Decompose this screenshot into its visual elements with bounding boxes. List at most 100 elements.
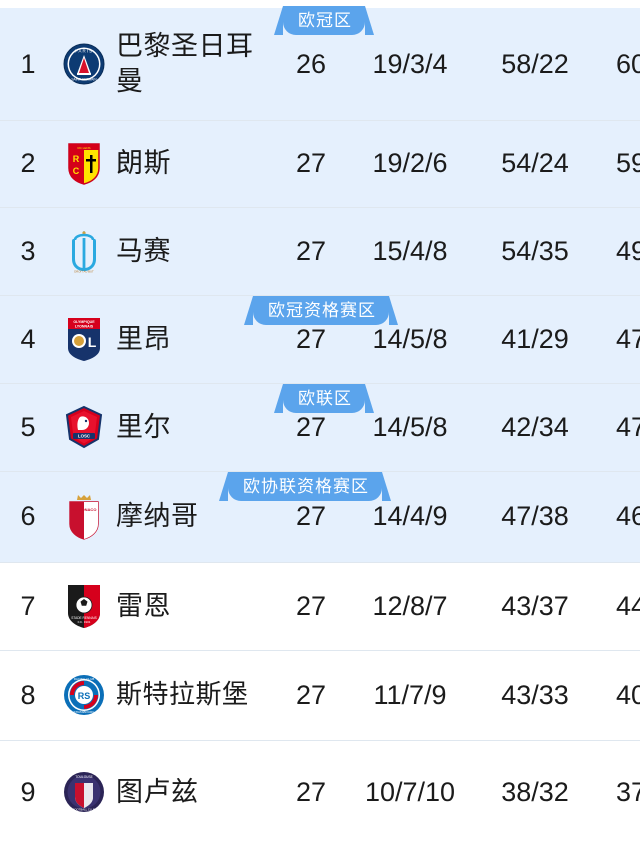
svg-text:STRASBOURG: STRASBOURG bbox=[73, 710, 95, 714]
svg-text:C: C bbox=[73, 166, 80, 176]
row-rank: 5 bbox=[20, 411, 36, 442]
row-goals: 54/35 bbox=[501, 235, 569, 266]
svg-text:RS: RS bbox=[78, 691, 91, 701]
table-row[interactable]: 7 STADE RENNAIS F.C. 1901 雷恩 27 12/8/7 4… bbox=[0, 562, 640, 650]
svg-text:AS MONACO: AS MONACO bbox=[72, 507, 97, 512]
table-row[interactable]: 3 DROIT AU BUT 马赛 27 15/4/8 54/35 49 bbox=[0, 207, 640, 295]
row-team-name: 里尔 bbox=[116, 411, 171, 442]
row-wdl: 12/8/7 bbox=[372, 590, 448, 621]
svg-text:TOULOUSE: TOULOUSE bbox=[75, 775, 92, 779]
row-separator bbox=[0, 295, 640, 296]
row-played: 27 bbox=[295, 411, 327, 442]
row-points: 59 bbox=[615, 148, 640, 178]
row-team-name: 图卢兹 bbox=[116, 776, 199, 807]
row-separator bbox=[0, 650, 640, 651]
row-played: 26 bbox=[295, 48, 327, 79]
row-played: 27 bbox=[295, 235, 327, 266]
row-team-name: 斯特拉斯堡 bbox=[116, 679, 249, 710]
row-points: 37 bbox=[615, 776, 640, 807]
zone-tag-conference-qualifying: 欧协联资格赛区 bbox=[219, 472, 391, 501]
svg-text:OLYMPIQUE: OLYMPIQUE bbox=[73, 320, 95, 324]
svg-text:PARIS: PARIS bbox=[75, 49, 93, 54]
row-separator bbox=[0, 740, 640, 741]
row-wdl: 15/4/8 bbox=[372, 235, 448, 266]
svg-text:DROIT AU BUT: DROIT AU BUT bbox=[74, 270, 94, 274]
row-rank: 1 bbox=[20, 48, 36, 79]
row-played: 27 bbox=[295, 148, 327, 178]
svg-text:LYONNAIS: LYONNAIS bbox=[75, 325, 94, 329]
row-separator bbox=[0, 471, 640, 472]
row-points: 46 bbox=[615, 501, 640, 531]
marseille-crest: DROIT AU BUT bbox=[56, 225, 112, 277]
table-row[interactable]: 4 OLYMPIQUE LYONNAIS L 里昂 27 14/5/8 41/2… bbox=[0, 295, 640, 383]
lens-crest: RC LENS R C bbox=[56, 138, 112, 190]
row-team-name: 马赛 bbox=[116, 235, 171, 266]
row-rank: 6 bbox=[20, 501, 36, 531]
row-team-name: 朗斯 bbox=[116, 148, 171, 179]
row-separator bbox=[0, 383, 640, 384]
row-wdl: 14/4/9 bbox=[372, 501, 448, 531]
row-points: 47 bbox=[615, 411, 640, 442]
svg-text:SAINT-GERMAIN: SAINT-GERMAIN bbox=[71, 78, 97, 82]
zone-tag-champions-league: 欧冠区 bbox=[274, 6, 374, 35]
monaco-crest: AS MONACO bbox=[56, 491, 112, 543]
lille-crest: LOSC bbox=[56, 401, 112, 453]
row-goals: 58/22 bbox=[501, 48, 569, 79]
svg-text:STADE RENNAIS: STADE RENNAIS bbox=[71, 616, 96, 620]
row-wdl: 14/5/8 bbox=[372, 323, 448, 354]
top-spacer bbox=[0, 0, 640, 8]
table-row[interactable]: 1 PARIS SAINT-GERMAIN 巴黎圣日耳曼 26 19/3/4 5… bbox=[0, 8, 640, 120]
svg-text:F.C. 1901: F.C. 1901 bbox=[78, 620, 91, 624]
svg-text:RACING CLUB: RACING CLUB bbox=[74, 677, 95, 681]
svg-text:R: R bbox=[73, 154, 80, 164]
row-points: 49 bbox=[615, 235, 640, 266]
row-points: 40 bbox=[615, 679, 640, 710]
row-points: 60 bbox=[615, 48, 640, 79]
row-points: 44 bbox=[615, 590, 640, 621]
row-wdl: 19/2/6 bbox=[372, 148, 448, 178]
table-row[interactable]: 5 LOSC 里尔 27 14/5/8 42/34 47 bbox=[0, 383, 640, 471]
row-rank: 2 bbox=[20, 148, 36, 178]
row-separator bbox=[0, 120, 640, 121]
row-team-name: 巴黎圣日耳曼 bbox=[116, 31, 254, 96]
strasbourg-crest: RS RACING CLUB STRASBOURG bbox=[56, 669, 112, 721]
svg-text:FOOTBALL CLUB: FOOTBALL CLUB bbox=[73, 808, 96, 812]
row-wdl: 11/7/9 bbox=[373, 679, 447, 710]
row-goals: 42/34 bbox=[501, 411, 569, 442]
row-separator bbox=[0, 562, 640, 563]
zone-tag-europa-league: 欧联区 bbox=[274, 384, 374, 413]
table-row[interactable]: 9 TOULOUSE FOOTBALL CLUB 图卢兹 27 10/7/10 … bbox=[0, 740, 640, 844]
table-row[interactable]: 2 RC LENS R C 朗斯 27 19/2/6 54/24 59 bbox=[0, 120, 640, 207]
row-team-name: 里昂 bbox=[116, 323, 171, 354]
row-wdl: 10/7/10 bbox=[364, 776, 456, 807]
psg-crest: PARIS SAINT-GERMAIN bbox=[56, 38, 112, 90]
row-goals: 54/24 bbox=[501, 148, 569, 178]
row-team-name: 摩纳哥 bbox=[116, 501, 199, 532]
row-goals: 47/38 bbox=[501, 501, 569, 531]
row-points: 47 bbox=[615, 323, 640, 354]
row-goals: 43/37 bbox=[501, 590, 569, 621]
row-played: 27 bbox=[295, 323, 327, 354]
toulouse-crest: TOULOUSE FOOTBALL CLUB bbox=[56, 766, 112, 818]
row-played: 27 bbox=[295, 679, 327, 710]
row-rank: 9 bbox=[20, 776, 36, 807]
row-goals: 41/29 bbox=[501, 323, 569, 354]
zone-tag-champions-qualifying: 欧冠资格赛区 bbox=[244, 296, 398, 325]
row-rank: 7 bbox=[20, 590, 36, 621]
row-goals: 43/33 bbox=[501, 679, 569, 710]
row-played: 27 bbox=[295, 501, 327, 531]
row-separator bbox=[0, 207, 640, 208]
rennes-crest: STADE RENNAIS F.C. 1901 bbox=[56, 580, 112, 632]
row-wdl: 14/5/8 bbox=[372, 411, 448, 442]
svg-text:L: L bbox=[88, 334, 97, 350]
table-row[interactable]: 6 AS MONACO 摩纳哥 27 14/4/9 47/38 46 bbox=[0, 471, 640, 562]
row-team-name: 雷恩 bbox=[116, 590, 171, 621]
row-played: 27 bbox=[295, 776, 327, 807]
lyon-crest: OLYMPIQUE LYONNAIS L bbox=[56, 313, 112, 365]
row-goals: 38/32 bbox=[501, 776, 569, 807]
row-played: 27 bbox=[295, 590, 327, 621]
row-rank: 3 bbox=[20, 235, 36, 266]
svg-text:LOSC: LOSC bbox=[78, 434, 91, 439]
table-row[interactable]: 8 RS RACING CLUB STRASBOURG 斯特拉斯堡 27 11/… bbox=[0, 650, 640, 740]
